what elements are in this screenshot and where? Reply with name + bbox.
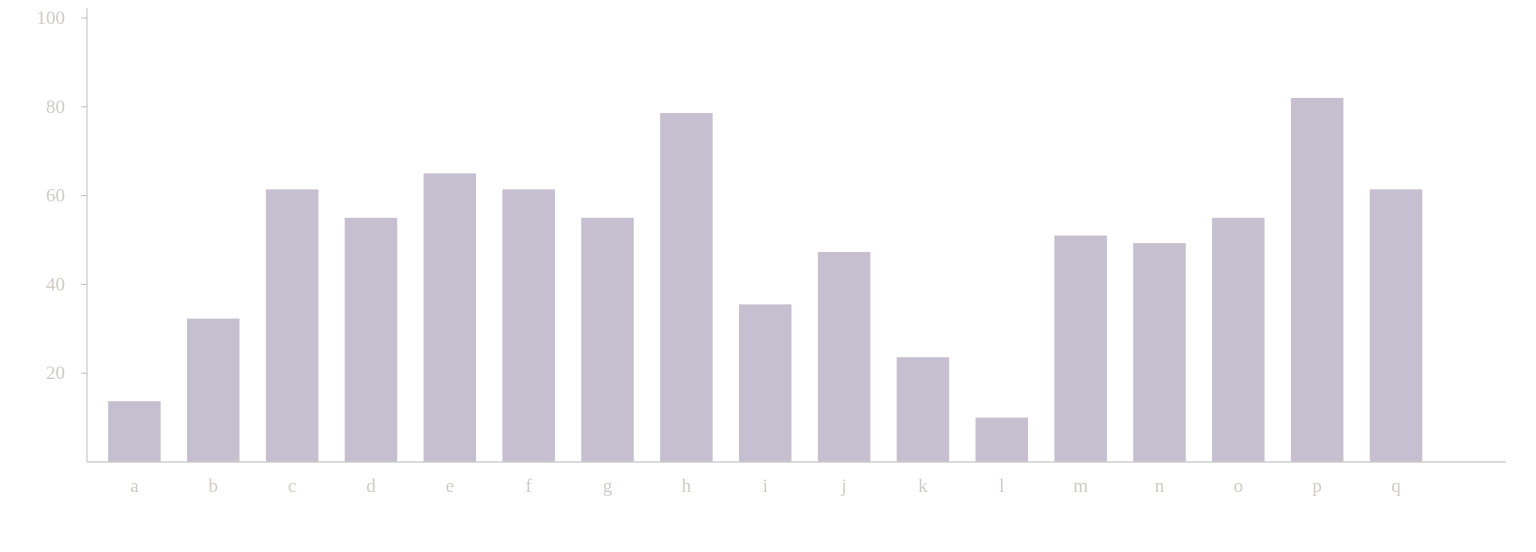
x-tick-label-q: q (1391, 476, 1401, 497)
x-tick-label-j: j (840, 476, 846, 497)
x-tick-label-d: d (366, 476, 376, 497)
y-tick-label-80: 80 (46, 97, 65, 118)
bar-p (1290, 97, 1344, 463)
bar-k (896, 357, 950, 462)
bar-c (265, 189, 319, 462)
bar-g (581, 217, 634, 462)
bar-f (502, 189, 555, 462)
bar-d (344, 217, 398, 462)
x-tick-label-p: p (1312, 476, 1322, 497)
bar-l (975, 417, 1029, 462)
bar-i (738, 304, 792, 462)
x-tick-label-h: h (682, 476, 692, 497)
x-tick-label-o: o (1234, 476, 1244, 497)
x-tick-label-c: c (288, 476, 296, 497)
x-tick-label-i: i (763, 476, 768, 497)
x-tick-label-n: n (1155, 476, 1165, 497)
bar-group (108, 97, 1423, 463)
y-tick-label-40: 40 (46, 274, 65, 295)
y-tick-label-100: 100 (37, 8, 66, 29)
bar-n (1133, 243, 1186, 462)
bar-q (1369, 189, 1423, 462)
x-tick-label-m: m (1073, 476, 1088, 497)
x-tick-label-a: a (130, 476, 139, 497)
y-axis-ticks: 20 40 60 80 100 (37, 8, 87, 384)
bar-o (1212, 217, 1265, 462)
x-axis-ticks: a b c d e f g h i j k l m n o p q (130, 476, 1401, 497)
y-tick-label-20: 20 (46, 363, 65, 384)
bar-b (187, 318, 240, 462)
x-tick-label-k: k (918, 476, 928, 497)
bar-m (1054, 235, 1107, 462)
x-tick-label-g: g (603, 476, 613, 497)
bar-a (108, 401, 161, 462)
bar-j (817, 251, 871, 462)
x-tick-label-f: f (526, 476, 533, 497)
x-tick-label-l: l (999, 476, 1004, 497)
x-tick-label-e: e (446, 476, 454, 497)
bar-e (423, 173, 477, 462)
bar-h (660, 113, 713, 463)
y-tick-label-60: 60 (46, 186, 65, 207)
x-tick-label-b: b (209, 476, 219, 497)
